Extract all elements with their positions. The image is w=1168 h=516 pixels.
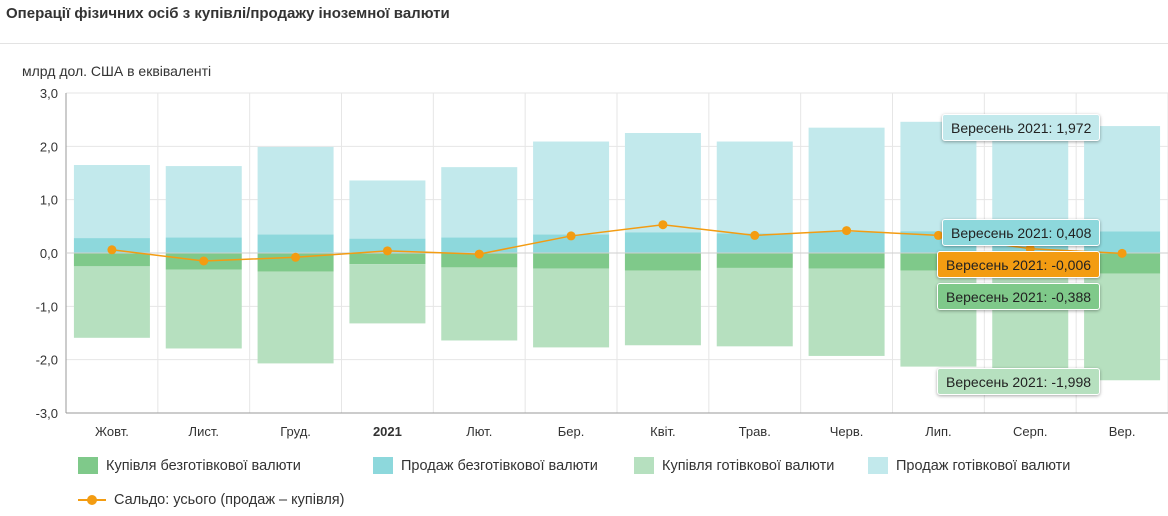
bar-sell-cash: [257, 146, 334, 235]
balance-point: [750, 230, 760, 240]
bar-buy-cashless: [441, 253, 518, 268]
bar-buy-cash: [624, 270, 701, 346]
bar-sell-cash: [992, 127, 1069, 232]
bar-sell-cash: [533, 141, 610, 235]
bar-sell-cashless: [165, 237, 242, 253]
balance-point: [1117, 248, 1127, 258]
bar-sell-cashless: [349, 238, 426, 253]
bar-buy-cashless: [624, 253, 701, 271]
bar-buy-cash: [73, 266, 150, 338]
bar-buy-cash: [808, 268, 885, 356]
x-tick-label: Черв.: [830, 424, 864, 439]
tooltip-sell-cashless: Вересень 2021: 0,408: [942, 219, 1101, 246]
x-tick-label: Трав.: [739, 424, 771, 439]
x-tick-label: Лип.: [925, 424, 951, 439]
bar-sell-cash: [624, 133, 701, 233]
balance-point: [566, 231, 576, 241]
x-tick-label: Лют.: [466, 424, 492, 439]
legend-item-balance[interactable]: Сальдо: усього (продаж – купівля): [78, 491, 345, 508]
balance-point: [842, 226, 852, 236]
x-tick-label: Вер.: [1109, 424, 1136, 439]
y-tick-label: -3,0: [36, 406, 58, 421]
x-tick-label: 2021: [373, 424, 402, 439]
y-tick-labels: 3,0 2,0 1,0 0,0 -1,0 -2,0 -3,0: [36, 86, 58, 421]
balance-point: [658, 220, 668, 230]
y-tick-label: 3,0: [40, 86, 58, 101]
y-tick-label: 0,0: [40, 246, 58, 261]
legend-swatch: [868, 457, 888, 474]
balance-point: [474, 249, 484, 259]
y-tick-label: 2,0: [40, 139, 58, 154]
bar-buy-cash: [349, 264, 426, 324]
legend-item-buy-cashless[interactable]: Купівля безготівкової валюти: [78, 457, 301, 474]
chart-title: Операції фізичних осіб з купівлі/продажу…: [6, 5, 450, 22]
bar-sell-cash: [349, 180, 426, 239]
bar-buy-cashless: [716, 253, 793, 268]
balance-point: [107, 245, 117, 255]
bar-buy-cashless: [808, 253, 885, 269]
bar-sell-cashless: [257, 234, 334, 253]
y-axis-label: млрд дол. США в еквіваленті: [22, 63, 212, 79]
x-tick-label: Лист.: [189, 424, 219, 439]
bar-buy-cashless: [533, 253, 610, 269]
legend-label: Продаж безготівкової валюти: [401, 457, 598, 474]
bar-buy-cash: [533, 268, 610, 348]
x-tick-label: Груд.: [280, 424, 311, 439]
legend-swatch: [373, 457, 393, 474]
balance-point: [291, 252, 301, 262]
bar-buy-cashless: [73, 253, 150, 267]
balance-point: [933, 230, 943, 240]
y-tick-label: 1,0: [40, 193, 58, 208]
bar-sell-cashless: [716, 233, 793, 253]
bar-buy-cash: [165, 269, 242, 349]
bar-sell-cash: [165, 166, 242, 238]
x-tick-labels: Жовт. Лист. Груд. 2021 Лют. Бер. Квіт. Трав. Чер…: [95, 424, 1135, 439]
legend-label: Купівля безготівкової валюти: [106, 457, 301, 474]
bar-buy-cash: [716, 267, 793, 347]
tooltip-balance: Вересень 2021: -0,006: [937, 251, 1101, 278]
bar-sell-cashless: [808, 231, 885, 253]
legend-line-swatch: [78, 491, 106, 508]
legend-label: Сальдо: усього (продаж – купівля): [114, 491, 345, 508]
legend-label: Продаж готівкової валюти: [896, 457, 1071, 474]
balance-point: [1025, 244, 1035, 254]
legend-item-buy-cash[interactable]: Купівля готівкової валюти: [634, 457, 834, 474]
bar-sell-cash: [441, 167, 518, 238]
title-divider: [0, 43, 1168, 44]
tooltip-buy-cashless: Вересень 2021: -0,388: [937, 283, 1101, 310]
bar-sell-cash: [808, 127, 885, 232]
bar-buy-cash: [257, 271, 334, 364]
legend-item-sell-cash[interactable]: Продаж готівкової валюти: [868, 457, 1070, 474]
y-tick-label: -1,0: [36, 299, 58, 314]
balance-point: [199, 256, 209, 266]
x-tick-label: Жовт.: [95, 424, 129, 439]
bar-sell-cashless: [1084, 231, 1161, 253]
tooltip-buy-cash: Вересень 2021: -1,998: [937, 368, 1101, 395]
bar-sell-cash: [73, 165, 150, 239]
balance-point: [382, 246, 392, 256]
bar-buy-cashless: [349, 253, 426, 265]
bar-sell-cash: [716, 141, 793, 234]
x-tick-label: Серп.: [1013, 424, 1048, 439]
y-tick-label: -2,0: [36, 353, 58, 368]
legend-item-sell-cashless[interactable]: Продаж безготівкової валюти: [373, 457, 598, 474]
bar-sell-cashless: [441, 237, 518, 253]
legend-swatch: [634, 457, 654, 474]
x-tick-label: Квіт.: [650, 424, 676, 439]
bar-buy-cashless: [1084, 253, 1161, 274]
bar-sell-cash: [1084, 126, 1161, 232]
tooltip-sell-cash: Вересень 2021: 1,972: [942, 114, 1101, 141]
bar-buy-cash: [441, 267, 518, 341]
x-tick-label: Бер.: [558, 424, 585, 439]
legend-swatch: [78, 457, 98, 474]
legend-label: Купівля готівкової валюти: [662, 457, 835, 474]
bar-sell-cashless: [624, 232, 701, 253]
